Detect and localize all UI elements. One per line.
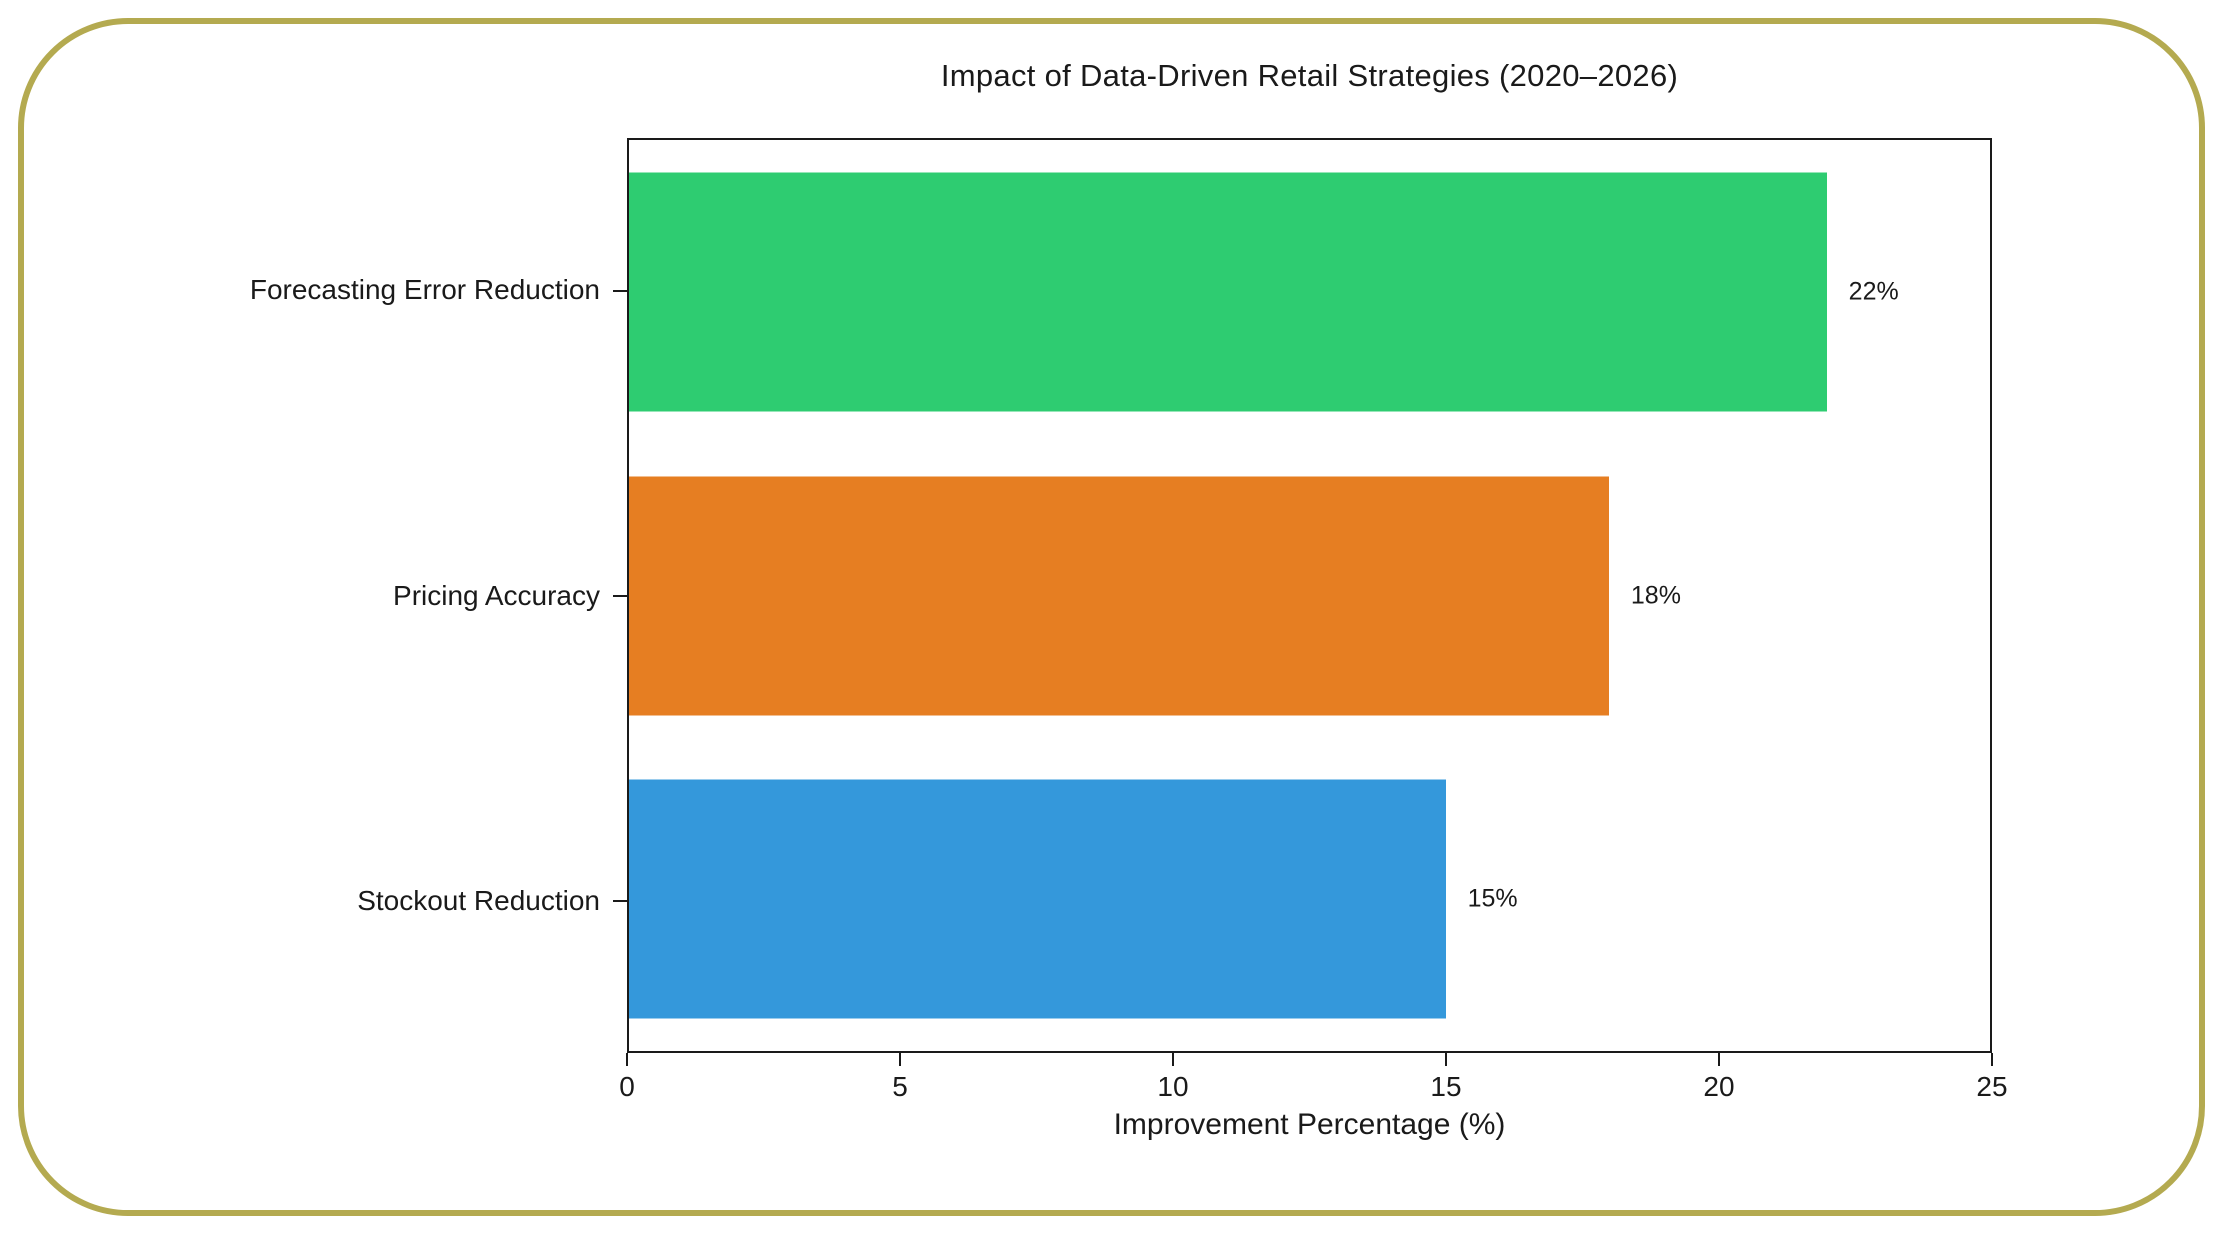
x-tick-mark (899, 1053, 901, 1066)
x-axis-title: Improvement Percentage (%) (1113, 1108, 1506, 1141)
x-tick-mark (1172, 1053, 1174, 1066)
plot-area: 22% 18% 15% (627, 138, 1992, 1053)
category-label-pricing-accuracy: Pricing Accuracy (393, 579, 600, 611)
decorative-rounded-border (18, 18, 2205, 1216)
chart-title: Impact of Data-Driven Retail Strategies … (940, 58, 1679, 93)
x-tick-label: 20 (1703, 1071, 1735, 1102)
category-label-stockout-reduction: Stockout Reduction (357, 884, 600, 916)
y-tick-mark (613, 899, 627, 902)
x-tick-label: 10 (1157, 1071, 1189, 1102)
bar-stockout-reduction (629, 779, 1446, 1019)
x-axis: 0 5 10 15 20 25 (619, 1053, 2008, 1113)
category-label-forecasting-error-reduction: Forecasting Error Reduction (249, 274, 600, 306)
y-tick-mark (613, 594, 627, 597)
bar-value-label-pricing-accuracy: 18% (1630, 581, 1681, 609)
bar-forecasting-error-reduction (629, 172, 1827, 412)
x-tick-label: 0 (619, 1071, 635, 1102)
x-tick-label: 25 (1976, 1071, 2008, 1102)
x-tick-label: 5 (892, 1071, 908, 1102)
x-tick-mark (1718, 1053, 1720, 1066)
x-tick-mark (626, 1053, 628, 1066)
y-tick-mark (613, 289, 627, 292)
x-tick-label: 15 (1430, 1071, 1462, 1102)
y-axis-category-labels: Forecasting Error Reduction Pricing Accur… (0, 138, 600, 1053)
x-tick-mark (1991, 1053, 1993, 1066)
bar-pricing-accuracy (629, 476, 1609, 715)
bar-value-label-stockout-reduction: 15% (1467, 884, 1518, 913)
x-tick-mark (1445, 1053, 1447, 1066)
bar-value-label-forecasting-error-reduction: 22% (1848, 277, 1899, 306)
